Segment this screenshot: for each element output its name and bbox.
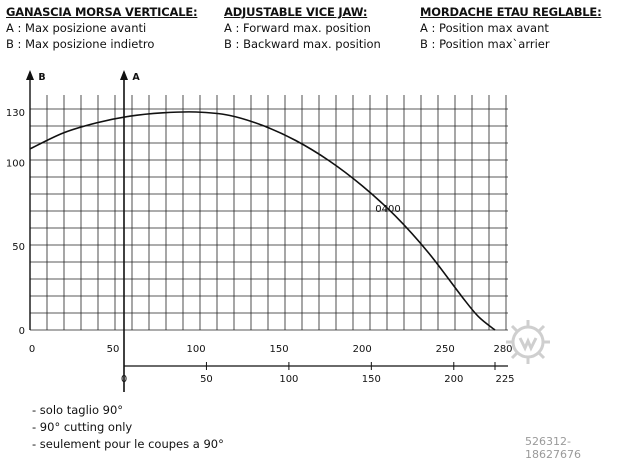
watermark-gear-icon [506, 320, 550, 364]
x-tick-label-a: 225 [495, 374, 514, 385]
watermark-id: 526312-18627676 [525, 435, 581, 461]
x-tick-label-a: 150 [362, 374, 381, 385]
series-line [29, 111, 496, 331]
header-title: ADJUSTABLE VICE JAW: [224, 5, 368, 19]
x-tick-label-a: 0 [121, 374, 127, 385]
header-french: MORDACHE ETAU REGLABLE: A : Position max… [420, 4, 602, 52]
header-line-b: B : Position max`arrier [420, 37, 550, 51]
y-axis-b-arrow [26, 70, 34, 80]
header-line-b: B : Max posizione indietro [6, 37, 155, 51]
header-english: ADJUSTABLE VICE JAW: A : Forward max. po… [224, 4, 381, 52]
header-italian: GANASCIA MORSA VERTICALE: A : Max posizi… [6, 4, 198, 52]
header-line-a: A : Position max avant [420, 21, 549, 35]
x-tick-label-b: 50 [107, 344, 120, 355]
x-tick-label-b: 250 [436, 344, 455, 355]
x-tick-label-a: 200 [444, 374, 463, 385]
x-tick-label-b: 0 [29, 344, 35, 355]
x-tick-label-b: 200 [353, 344, 372, 355]
x-tick-label-b: 100 [187, 344, 206, 355]
axis-marker-b: B [38, 72, 45, 83]
y-tick-label: 100 [6, 158, 25, 169]
series-label: 0400 [375, 204, 400, 215]
header-line-a: A : Forward max. position [224, 21, 371, 35]
header-line-a: A : Max posizione avanti [6, 21, 147, 35]
note-line: - seulement pour le coupes a 90° [32, 437, 224, 451]
note-line: - 90° cutting only [32, 420, 133, 434]
y-tick-label: 130 [6, 108, 25, 119]
y-tick-label: 50 [12, 242, 25, 253]
y-tick-label: 0 [19, 326, 25, 337]
header-title: GANASCIA MORSA VERTICALE: [6, 5, 198, 19]
x-tick-label-a: 100 [279, 374, 298, 385]
x-tick-label-a: 50 [200, 374, 213, 385]
header-title: MORDACHE ETAU REGLABLE: [420, 5, 602, 19]
header-line-b: B : Backward max. position [224, 37, 381, 51]
x-tick-label-b: 280 [493, 344, 512, 355]
axis-marker-a: A [132, 72, 140, 83]
x-tick-label-b: 150 [270, 344, 289, 355]
note-line: - solo taglio 90° [32, 403, 124, 417]
y-axis-a-arrow [120, 70, 128, 80]
notes: - solo taglio 90° - 90° cutting only - s… [32, 402, 224, 453]
